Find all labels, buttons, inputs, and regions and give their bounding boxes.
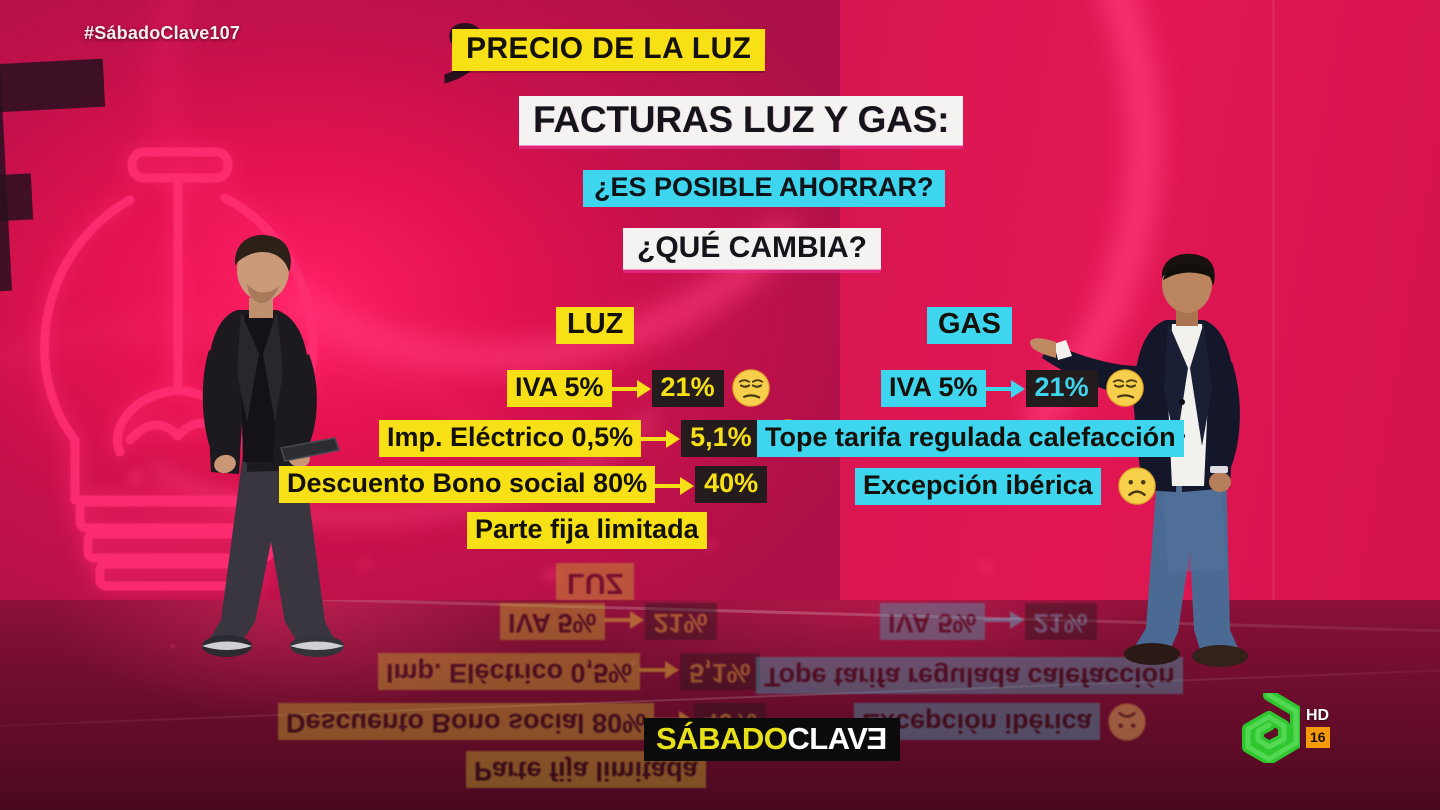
show-logo: SÁBADO CLAV E bbox=[644, 718, 900, 761]
show-logo-part-b: CLAV bbox=[787, 721, 868, 756]
presenter-right bbox=[1030, 253, 1248, 667]
channel-bug: HD 16 bbox=[1236, 693, 1330, 763]
arrow-right-icon bbox=[654, 472, 696, 498]
luz-row-iva-label: IVA 5% bbox=[507, 369, 612, 407]
gas-row-iva-value: 21% bbox=[1025, 369, 1098, 407]
arrow-right-icon bbox=[984, 375, 1027, 401]
gas-row-tope-tarifa-label: Tope tarifa regulada calefacción bbox=[757, 420, 1184, 457]
luz-row-bono-social-value: 40% bbox=[695, 466, 768, 503]
unamused-face-icon bbox=[731, 369, 770, 407]
arrow-right-icon bbox=[640, 425, 682, 451]
gas-row-excepcion-iberica: Excepción ibérica bbox=[855, 466, 1157, 506]
videowall-seam bbox=[1272, 0, 1275, 600]
bokeh-dot bbox=[128, 470, 142, 484]
age-rating-badge: 16 bbox=[1306, 727, 1330, 748]
luz-row-imp-electrico-value: 5,1% bbox=[681, 419, 761, 457]
luz-row-parte-fija-label: Parte fija limitada bbox=[467, 512, 707, 549]
graphic-subline: ¿ES POSIBLE AHORRAR? bbox=[583, 170, 945, 207]
show-logo-reversed-e: E bbox=[867, 721, 888, 756]
graphic-headline: FACTURAS LUZ Y GAS: bbox=[519, 96, 964, 149]
luz-row-bono-social: Descuento Bono social 80% 40% bbox=[279, 466, 768, 503]
episode-hashtag: #SábadoClave107 bbox=[84, 23, 241, 43]
luz-row-iva: IVA 5% 21% bbox=[507, 368, 771, 408]
bokeh-dot bbox=[544, 568, 557, 581]
unamused-face-icon bbox=[1105, 369, 1144, 407]
column-header-luz: LUZ bbox=[556, 307, 635, 344]
presenter-left bbox=[202, 235, 344, 657]
gas-row-tope-tarifa: Tope tarifa regulada calefacción bbox=[757, 420, 1184, 457]
luz-row-bono-social-label: Descuento Bono social 80% bbox=[279, 466, 656, 503]
graphic-question: ¿QUÉ CAMBIA? bbox=[623, 228, 881, 273]
bokeh-dot bbox=[360, 560, 370, 570]
luz-row-imp-electrico: Imp. Eléctrico 0,5% 5,1% bbox=[379, 418, 808, 458]
bokeh-dot bbox=[980, 560, 992, 572]
gas-row-iva: IVA 5% 21% bbox=[881, 368, 1145, 408]
luz-row-parte-fija: Parte fija limitada bbox=[467, 512, 707, 549]
bokeh-dot bbox=[706, 540, 715, 549]
decorative-letter-f-bar bbox=[0, 58, 106, 114]
hd-label: HD bbox=[1306, 707, 1330, 724]
decorative-letter-f-bar bbox=[0, 173, 34, 223]
channel-bug-meta: HD 16 bbox=[1306, 708, 1330, 748]
gas-row-excepcion-iberica-label: Excepción ibérica bbox=[855, 467, 1101, 505]
luz-row-imp-electrico-label: Imp. Eléctrico 0,5% bbox=[379, 419, 642, 457]
lasexta-6-logo-icon bbox=[1242, 693, 1300, 763]
arrow-right-icon bbox=[610, 375, 653, 401]
column-header-gas: GAS bbox=[927, 307, 1012, 344]
gas-row-iva-label: IVA 5% bbox=[881, 369, 986, 407]
frowning-face-icon bbox=[1117, 467, 1156, 505]
luz-row-iva-value: 21% bbox=[651, 369, 724, 407]
graphic-kicker: PRECIO DE LA LUZ bbox=[451, 29, 766, 71]
show-logo-part-a: SÁBADO bbox=[656, 721, 788, 756]
